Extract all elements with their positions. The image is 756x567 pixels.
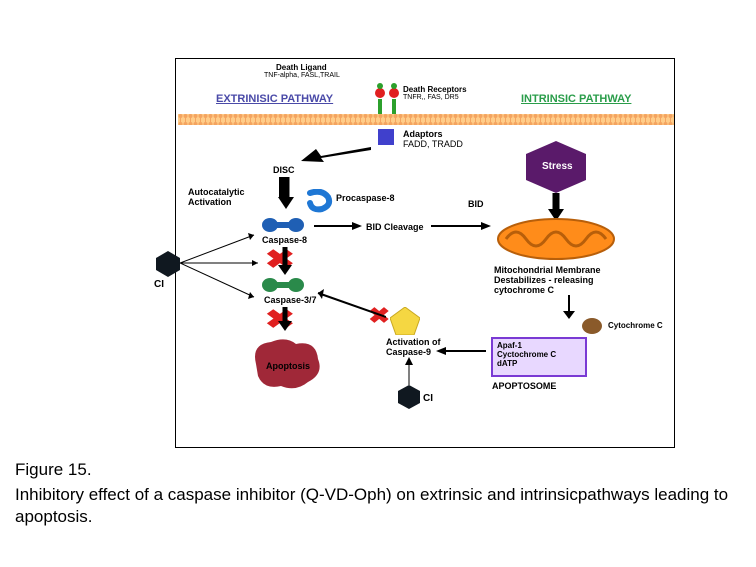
ci-hex-bottom-icon bbox=[398, 385, 420, 409]
apaf1-label: Apaf-1 bbox=[497, 341, 581, 350]
arrow-adaptor-disc bbox=[301, 144, 371, 164]
caspase9-label: Caspase-9 bbox=[386, 347, 431, 357]
arrow-cas8-cas37 bbox=[276, 247, 294, 275]
bid-cleavage-label: BID Cleavage bbox=[366, 222, 424, 232]
caspase9-icon bbox=[390, 307, 420, 335]
cytoc-label: Cytochrome C bbox=[608, 321, 663, 330]
arrow-bid-mito bbox=[431, 222, 491, 230]
adaptors-sub: FADD, TRADD bbox=[403, 139, 463, 149]
procaspase8-icon bbox=[304, 189, 334, 213]
figure-caption-text: Inhibitory effect of a caspase inhibitor… bbox=[15, 484, 735, 528]
activation-label: Activation bbox=[188, 197, 232, 207]
adaptor-icon bbox=[378, 129, 394, 145]
death-ligand-sub: TNF-alpha, FASL,TRAIL bbox=[264, 72, 340, 79]
mito-label1: Mitochondrial Membrane bbox=[494, 265, 601, 275]
extrinsic-pathway-title: EXTRINISIC PATHWAY bbox=[216, 93, 333, 105]
arrow-mito-cytoc bbox=[562, 295, 576, 319]
arrow-apop-cas9 bbox=[436, 347, 486, 355]
disc-label: DISC bbox=[273, 165, 295, 175]
ci-arrows-left bbox=[180, 229, 264, 313]
cytoc2-label: Cyctochrome C bbox=[497, 350, 581, 359]
figure-caption: Figure 15. Inhibitory effect of a caspas… bbox=[15, 460, 735, 528]
adaptors-label: Adaptors bbox=[403, 129, 443, 139]
actcas9-label: Activation of bbox=[386, 337, 441, 347]
arrow-cas37-apop bbox=[276, 307, 294, 331]
death-receptors-label: Death Receptors bbox=[403, 85, 467, 94]
death-ligand-label: Death Ligand bbox=[276, 63, 327, 72]
figure-number: Figure 15. bbox=[15, 460, 735, 480]
apoptosome-box: Apaf-1 Cyctochrome C dATP bbox=[491, 337, 587, 377]
arrow-cas9-cas37 bbox=[308, 289, 386, 319]
mito-label3: cytochrome C bbox=[494, 285, 554, 295]
autocat-label: Autocatalytic bbox=[188, 187, 245, 197]
cytochromeC-icon bbox=[581, 317, 603, 335]
procaspase8-label: Procaspase-8 bbox=[336, 193, 395, 203]
arrow-disc-down bbox=[276, 177, 296, 211]
apoptosome-label: APOPTOSOME bbox=[492, 381, 556, 391]
caspase37-icon bbox=[262, 277, 304, 293]
mitochondrion-icon bbox=[496, 217, 616, 261]
apoptosis-label: Apoptosis bbox=[266, 361, 310, 371]
caspase8-icon bbox=[262, 217, 304, 233]
arrow-cas8-bid bbox=[314, 222, 362, 230]
ci-label-left: CI bbox=[154, 279, 164, 290]
membrane-icon bbox=[178, 113, 674, 125]
intrinsic-pathway-title: INTRINSIC PATHWAY bbox=[521, 93, 631, 105]
ci-label-bottom: CI bbox=[423, 393, 433, 404]
arrow-ci-cas9 bbox=[404, 357, 414, 385]
stress-label: Stress bbox=[542, 161, 573, 172]
death-receptors-sub: TNFR,, FAS, DR5 bbox=[403, 94, 459, 101]
ci-hex-left-icon bbox=[156, 251, 180, 277]
datp-label: dATP bbox=[497, 359, 581, 368]
diagram-container: EXTRINISIC PATHWAY INTRINSIC PATHWAY Dea… bbox=[175, 58, 675, 448]
bid-label: BID bbox=[468, 199, 484, 209]
mito-label2: Destabilizes - releasing bbox=[494, 275, 594, 285]
